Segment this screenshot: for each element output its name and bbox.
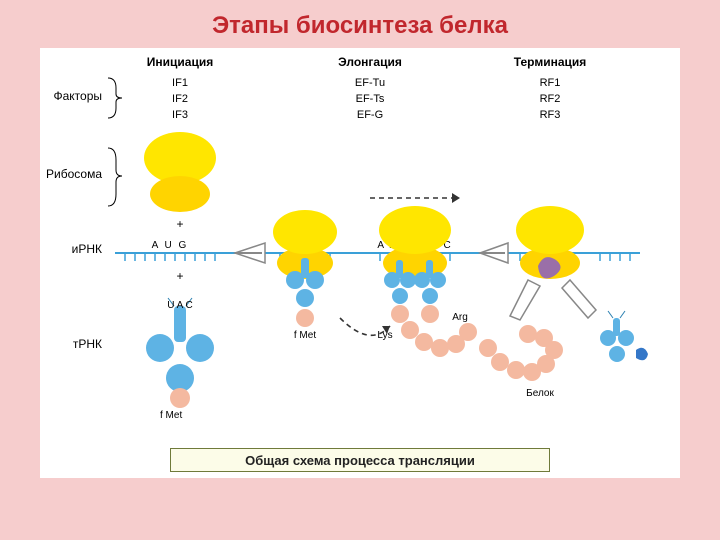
f-rf1: RF1 <box>540 77 561 89</box>
caption: Общая схема процесса трансляции <box>170 448 550 472</box>
codon-aug-1: A U G <box>152 240 189 251</box>
brace-factors <box>108 78 122 118</box>
f-eftu: EF-Tu <box>355 77 385 89</box>
release-arrow-right <box>562 280 596 318</box>
aa-fmet2: f Met <box>294 330 316 341</box>
slide-background: Этапы биосинтеза белка Инициация Элонгац… <box>0 0 720 540</box>
released-trna <box>600 311 648 362</box>
term-complex <box>516 206 584 279</box>
brace-ribosome <box>108 148 122 206</box>
f-efts: EF-Ts <box>356 93 385 105</box>
f-if3: IF3 <box>172 109 188 121</box>
aa-fmet1: f Met <box>160 410 182 421</box>
f-if2: IF2 <box>172 93 188 105</box>
anticodon-uac: U A C <box>167 300 193 311</box>
slide-title: Этапы биосинтеза белка <box>40 12 680 40</box>
elong-complex-1: f Met <box>273 210 337 341</box>
translation-diagram: Инициация Элонгация Терминация Факторы I… <box>40 48 680 446</box>
label-ribosome: Рибосома <box>46 167 102 181</box>
label-protein: Белок <box>526 388 554 399</box>
diagram-panel: Инициация Элонгация Терминация Факторы I… <box>40 48 680 478</box>
elong-complex-2: Lys Arg <box>377 206 477 357</box>
aa-lys: Lys <box>377 330 392 341</box>
f-rf2: RF2 <box>540 93 561 105</box>
col-head-termination: Терминация <box>514 55 587 69</box>
col-head-elongation: Элонгация <box>338 55 402 69</box>
release-arrow-left <box>510 280 540 320</box>
label-trna: тРНК <box>73 337 102 351</box>
label-mrna: иРНК <box>72 242 102 256</box>
plus-1: + <box>176 217 183 231</box>
label-factors: Факторы <box>53 89 102 103</box>
aa-arg: Arg <box>452 312 468 323</box>
trna-free: U A C f Met <box>146 298 214 421</box>
f-rf3: RF3 <box>540 109 561 121</box>
released-protein: Белок <box>479 325 563 399</box>
diagram-svg-container: Инициация Элонгация Терминация Факторы I… <box>40 48 680 446</box>
ribosome-small-free <box>150 176 210 212</box>
col-head-initiation: Инициация <box>147 55 213 69</box>
plus-2: + <box>176 269 183 283</box>
f-efg: EF-G <box>357 109 383 121</box>
f-if1: IF1 <box>172 77 188 89</box>
